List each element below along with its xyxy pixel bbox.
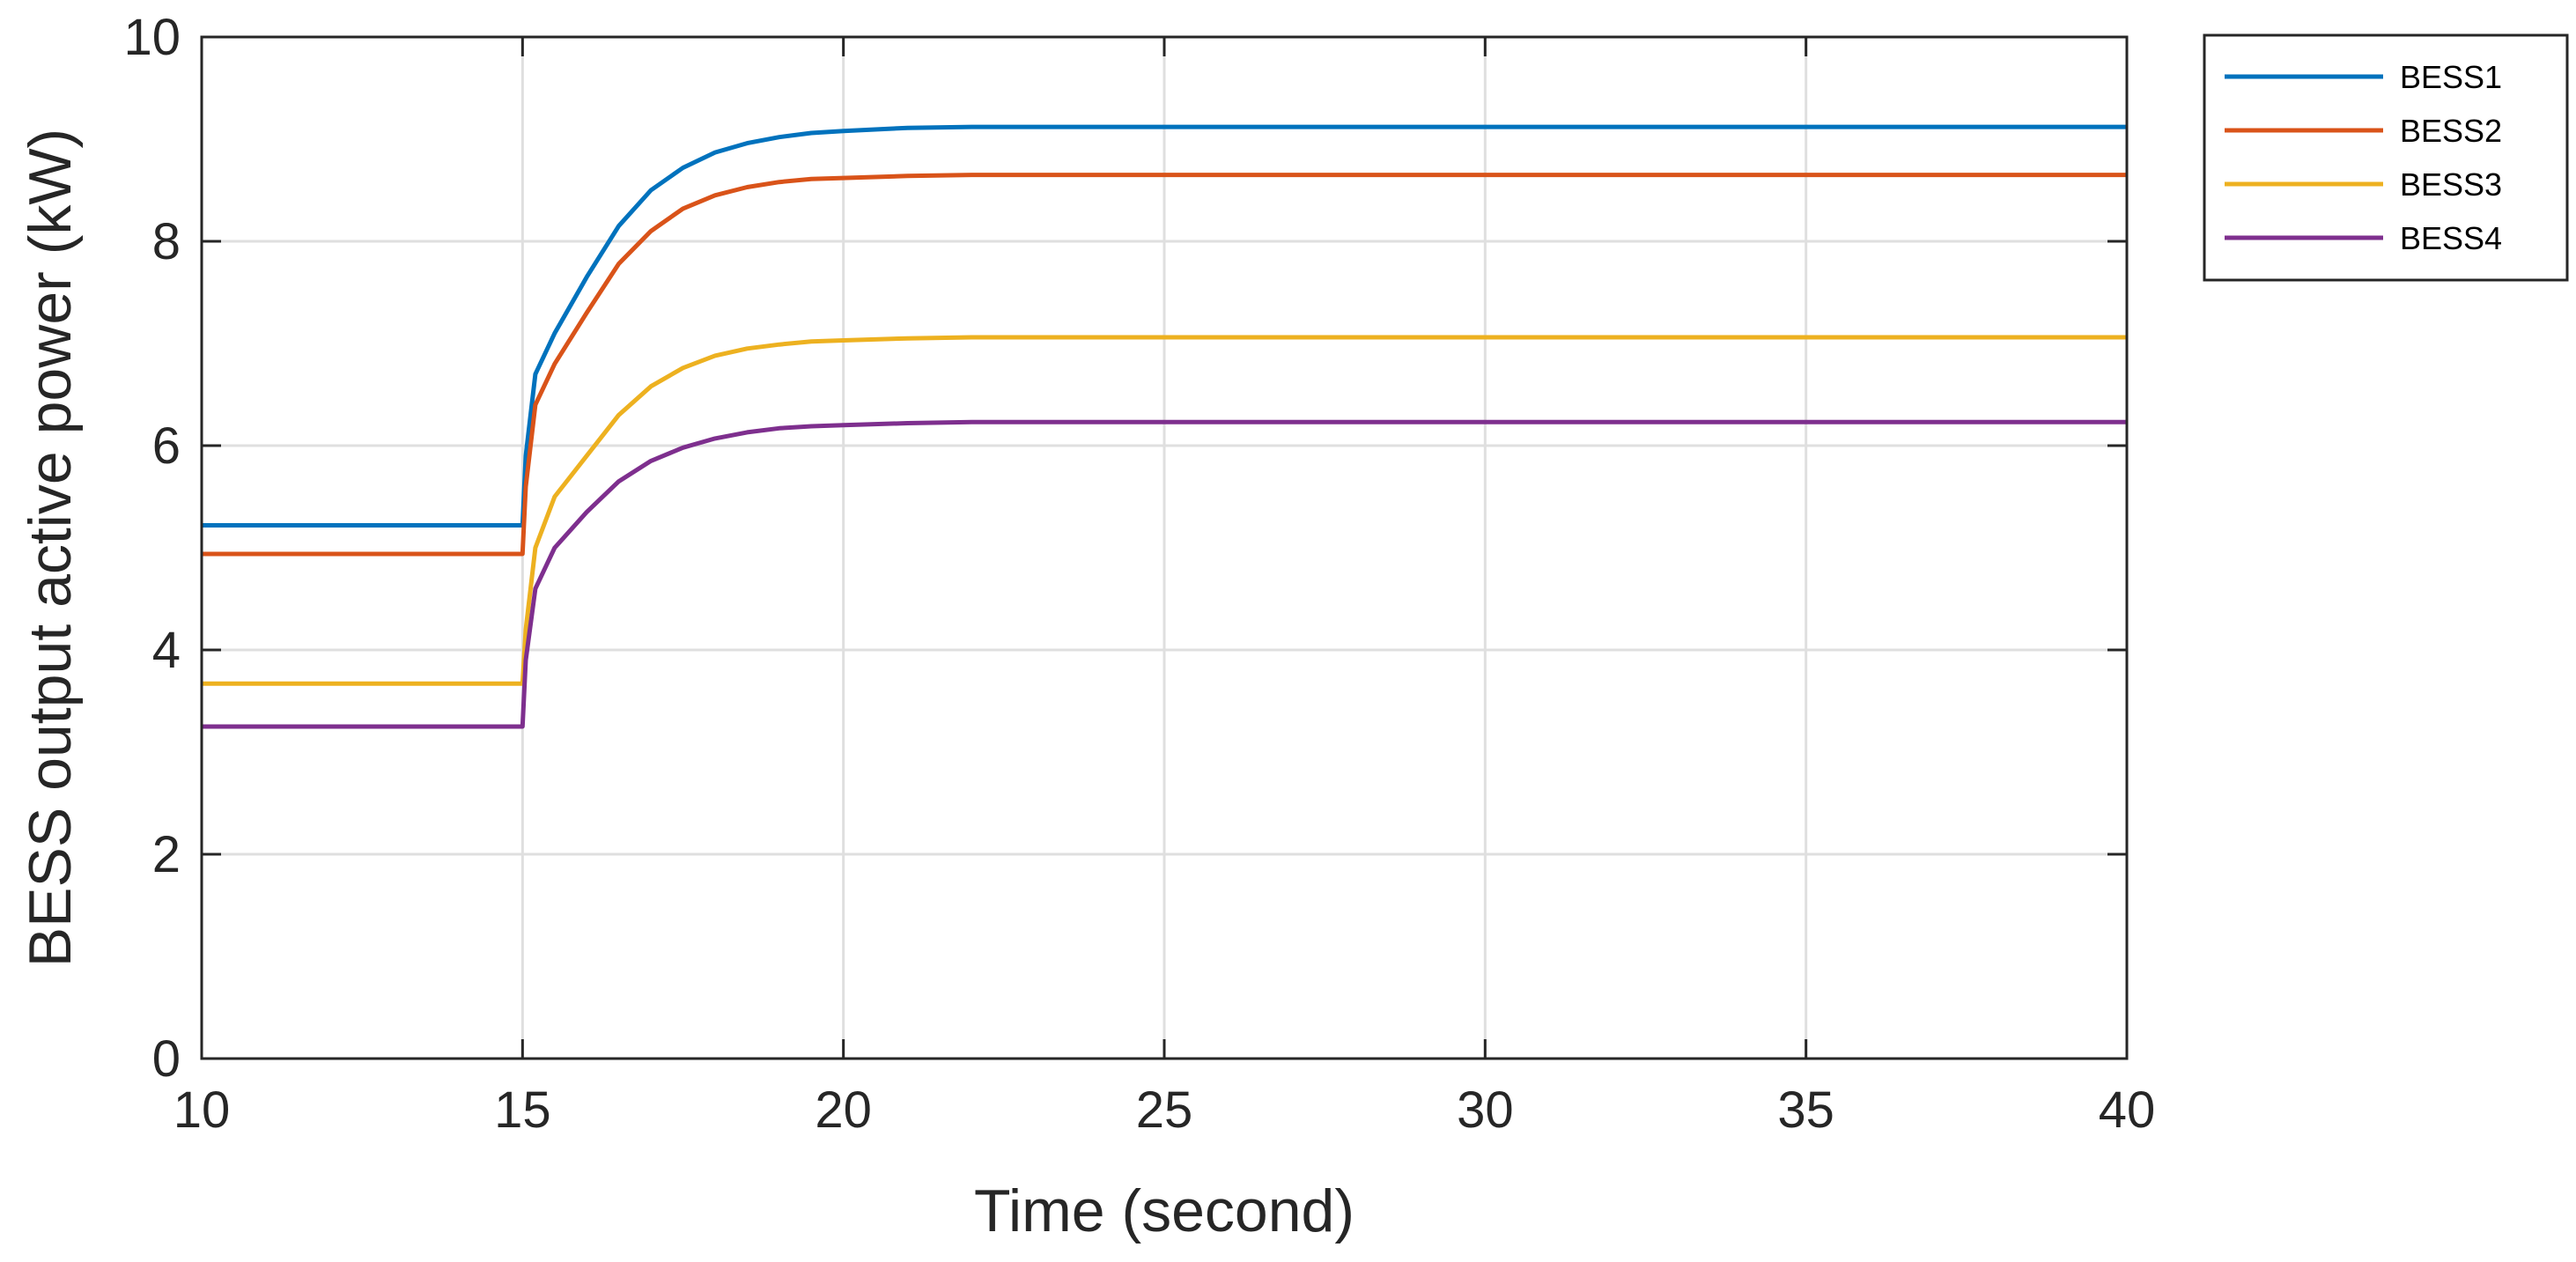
x-tick-label: 20 — [815, 1081, 872, 1139]
series-line-bess4 — [202, 419, 2127, 729]
x-tick-label: 10 — [173, 1081, 231, 1139]
x-axis-title: Time (second) — [974, 1177, 1354, 1244]
grid-lines — [202, 37, 2127, 1059]
x-tick-label: 30 — [1457, 1081, 1514, 1139]
legend-label-bess4: BESS4 — [2400, 220, 2502, 256]
series-line-bess3 — [202, 335, 2127, 686]
legend-label-bess1: BESS1 — [2400, 59, 2502, 95]
series-line-bess2 — [202, 173, 2127, 557]
x-tick-label: 35 — [1777, 1081, 1834, 1139]
legend-box — [2203, 33, 2569, 282]
x-tick-label: 25 — [1136, 1081, 1193, 1139]
series-lines — [202, 124, 2127, 729]
x-tick-labels: 10 15 20 25 30 35 40 — [173, 1081, 2156, 1139]
axis-ticks — [200, 35, 2129, 1060]
y-tick-label: 2 — [152, 826, 181, 883]
legend-label-bess3: BESS3 — [2400, 166, 2502, 203]
y-tick-label: 0 — [152, 1030, 181, 1088]
y-tick-labels: 0 2 4 6 8 10 — [123, 9, 181, 1088]
series-line-bess1 — [202, 124, 2127, 528]
y-tick-label: 4 — [152, 622, 181, 679]
y-axis-title: BESS output active power (kW) — [17, 129, 84, 967]
x-tick-label: 15 — [494, 1081, 551, 1139]
y-tick-label: 10 — [123, 9, 181, 66]
x-tick-label: 40 — [2099, 1081, 2156, 1139]
legend-label-bess2: BESS2 — [2400, 113, 2502, 149]
y-tick-label: 8 — [152, 213, 181, 270]
legend: BESS1 BESS2 BESS3 BESS4 — [2203, 33, 2569, 282]
y-tick-label: 6 — [152, 417, 181, 475]
